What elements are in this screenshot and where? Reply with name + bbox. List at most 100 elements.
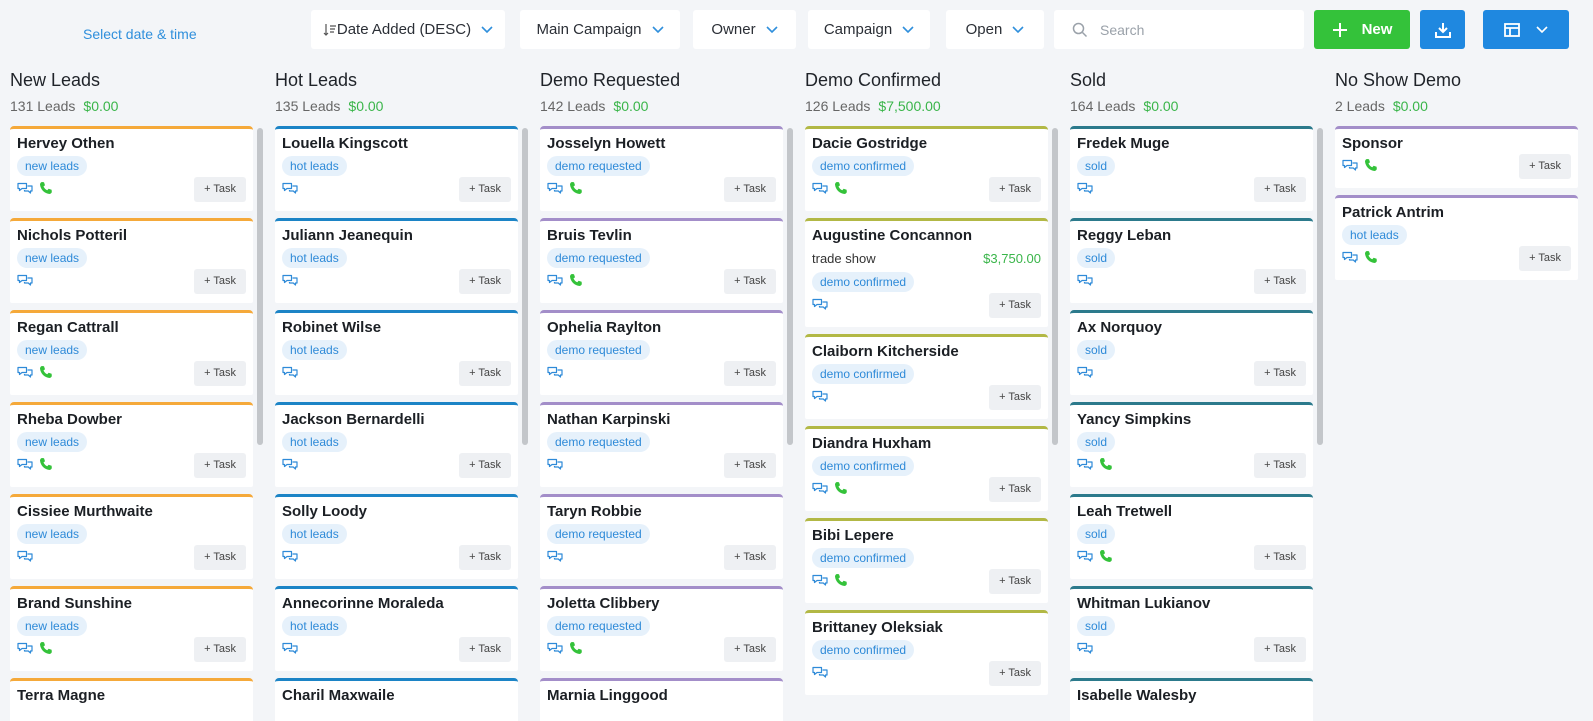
add-task-button[interactable]: + Task bbox=[459, 453, 511, 478]
stage-tag[interactable]: demo requested bbox=[547, 156, 650, 176]
add-task-button[interactable]: + Task bbox=[194, 545, 246, 570]
chat-icon[interactable] bbox=[812, 181, 828, 200]
status-dropdown[interactable]: Open bbox=[946, 10, 1044, 49]
chat-icon[interactable] bbox=[812, 573, 828, 592]
chat-icon[interactable] bbox=[1077, 365, 1093, 384]
add-task-button[interactable]: + Task bbox=[724, 361, 776, 386]
stage-tag[interactable]: new leads bbox=[17, 340, 88, 360]
lead-name[interactable]: Fredek Muge bbox=[1077, 135, 1170, 152]
stage-tag[interactable]: demo confirmed bbox=[812, 456, 915, 476]
add-task-button[interactable]: + Task bbox=[724, 637, 776, 662]
phone-icon[interactable] bbox=[1099, 549, 1113, 568]
campaign-dropdown[interactable]: Campaign bbox=[808, 10, 930, 49]
lead-card[interactable]: Cissiee Murthwaite new leads + Task bbox=[10, 494, 253, 579]
stage-tag[interactable]: new leads bbox=[17, 156, 88, 176]
lead-card[interactable]: Augustine Concannon trade show $3,750.00 de… bbox=[805, 218, 1048, 327]
stage-tag[interactable]: new leads bbox=[17, 432, 88, 452]
stage-tag[interactable]: sold bbox=[1077, 524, 1116, 544]
lead-name[interactable]: Brand Sunshine bbox=[17, 595, 133, 612]
add-task-button[interactable]: + Task bbox=[989, 661, 1041, 686]
add-task-button[interactable]: + Task bbox=[194, 637, 246, 662]
stage-tag[interactable]: hot leads bbox=[1342, 225, 1407, 245]
lead-card[interactable]: Robinet Wilse hot leads + Task bbox=[275, 310, 518, 395]
lead-card[interactable]: Isabelle Walesby bbox=[1070, 678, 1313, 721]
lead-card[interactable]: Solly Loody hot leads + Task bbox=[275, 494, 518, 579]
lead-name[interactable]: Reggy Leban bbox=[1077, 227, 1172, 244]
lead-card[interactable]: Louella Kingscott hot leads + Task bbox=[275, 126, 518, 211]
lead-card[interactable]: Claiborn Kitcherside demo confirmed + Task bbox=[805, 334, 1048, 419]
lead-name[interactable]: Regan Cattrall bbox=[17, 319, 119, 336]
chat-icon[interactable] bbox=[1342, 250, 1358, 269]
column-scrollbar[interactable] bbox=[1052, 128, 1058, 445]
lead-card[interactable]: Juliann Jeanequin hot leads + Task bbox=[275, 218, 518, 303]
add-task-button[interactable]: + Task bbox=[459, 637, 511, 662]
chat-icon[interactable] bbox=[812, 481, 828, 500]
stage-tag[interactable]: sold bbox=[1077, 156, 1116, 176]
add-task-button[interactable]: + Task bbox=[459, 177, 511, 202]
stage-tag[interactable]: sold bbox=[1077, 432, 1116, 452]
lead-card[interactable]: Reggy Leban sold + Task bbox=[1070, 218, 1313, 303]
lead-card[interactable]: Terra Magne bbox=[10, 678, 253, 721]
lead-card[interactable]: Brittaney Oleksiak demo confirmed + Task bbox=[805, 610, 1048, 695]
stage-tag[interactable]: demo confirmed bbox=[812, 640, 915, 660]
chat-icon[interactable] bbox=[282, 457, 298, 476]
lead-name[interactable]: Marnia Linggood bbox=[547, 687, 668, 704]
phone-icon[interactable] bbox=[834, 573, 848, 592]
add-task-button[interactable]: + Task bbox=[1519, 154, 1571, 179]
lead-card[interactable]: Whitman Lukianov sold + Task bbox=[1070, 586, 1313, 671]
lead-name[interactable]: Augustine Concannon bbox=[812, 227, 972, 244]
download-button[interactable] bbox=[1420, 10, 1465, 49]
lead-card[interactable]: Ax Norquoy sold + Task bbox=[1070, 310, 1313, 395]
add-task-button[interactable]: + Task bbox=[989, 477, 1041, 502]
chat-icon[interactable] bbox=[547, 641, 563, 660]
stage-tag[interactable]: sold bbox=[1077, 616, 1116, 636]
lead-card[interactable]: Hervey Othen new leads + Task bbox=[10, 126, 253, 211]
lead-card[interactable]: Nathan Karpinski demo requested + Task bbox=[540, 402, 783, 487]
column-scrollbar[interactable] bbox=[257, 128, 263, 445]
lead-name[interactable]: Leah Tretwell bbox=[1077, 503, 1173, 520]
chat-icon[interactable] bbox=[547, 365, 563, 384]
chat-icon[interactable] bbox=[812, 665, 828, 684]
lead-card[interactable]: Bibi Lepere demo confirmed + Task bbox=[805, 518, 1048, 603]
add-task-button[interactable]: + Task bbox=[1254, 545, 1306, 570]
main-campaign-dropdown[interactable]: Main Campaign bbox=[520, 10, 680, 49]
phone-icon[interactable] bbox=[39, 457, 53, 476]
lead-card[interactable]: Annecorinne Moraleda hot leads + Task bbox=[275, 586, 518, 671]
lead-name[interactable]: Joletta Clibbery bbox=[547, 595, 660, 612]
column-scrollbar[interactable] bbox=[787, 128, 793, 445]
lead-name[interactable]: Diandra Huxham bbox=[812, 435, 932, 452]
stage-tag[interactable]: new leads bbox=[17, 616, 88, 636]
add-task-button[interactable]: + Task bbox=[989, 569, 1041, 594]
phone-icon[interactable] bbox=[39, 365, 53, 384]
lead-name[interactable]: Charil Maxwaile bbox=[282, 687, 395, 704]
add-task-button[interactable]: + Task bbox=[1254, 361, 1306, 386]
column-scrollbar[interactable] bbox=[522, 128, 528, 445]
chat-icon[interactable] bbox=[17, 273, 33, 292]
lead-name[interactable]: Brittaney Oleksiak bbox=[812, 619, 943, 636]
stage-tag[interactable]: hot leads bbox=[282, 248, 347, 268]
select-date-link[interactable]: Select date & time bbox=[83, 26, 197, 42]
stage-tag[interactable]: hot leads bbox=[282, 156, 347, 176]
stage-tag[interactable]: sold bbox=[1077, 340, 1116, 360]
chat-icon[interactable] bbox=[1077, 549, 1093, 568]
lead-card[interactable]: Bruis Tevlin demo requested + Task bbox=[540, 218, 783, 303]
add-task-button[interactable]: + Task bbox=[1254, 637, 1306, 662]
lead-card[interactable]: Yancy Simpkins sold + Task bbox=[1070, 402, 1313, 487]
chat-icon[interactable] bbox=[17, 457, 33, 476]
chat-icon[interactable] bbox=[812, 297, 828, 316]
lead-card[interactable]: Nichols Potteril new leads + Task bbox=[10, 218, 253, 303]
chat-icon[interactable] bbox=[282, 273, 298, 292]
stage-tag[interactable]: demo requested bbox=[547, 524, 650, 544]
chat-icon[interactable] bbox=[1077, 641, 1093, 660]
lead-card[interactable]: Patrick Antrim hot leads + Task bbox=[1335, 195, 1578, 280]
stage-tag[interactable]: new leads bbox=[17, 248, 88, 268]
chat-icon[interactable] bbox=[1077, 181, 1093, 200]
add-task-button[interactable]: + Task bbox=[989, 385, 1041, 410]
lead-name[interactable]: Yancy Simpkins bbox=[1077, 411, 1192, 428]
sort-dropdown[interactable]: Date Added (DESC) bbox=[311, 10, 505, 49]
phone-icon[interactable] bbox=[1364, 158, 1378, 177]
lead-name[interactable]: Isabelle Walesby bbox=[1077, 687, 1197, 704]
stage-tag[interactable]: hot leads bbox=[282, 524, 347, 544]
phone-icon[interactable] bbox=[834, 481, 848, 500]
lead-name[interactable]: Ophelia Raylton bbox=[547, 319, 662, 336]
